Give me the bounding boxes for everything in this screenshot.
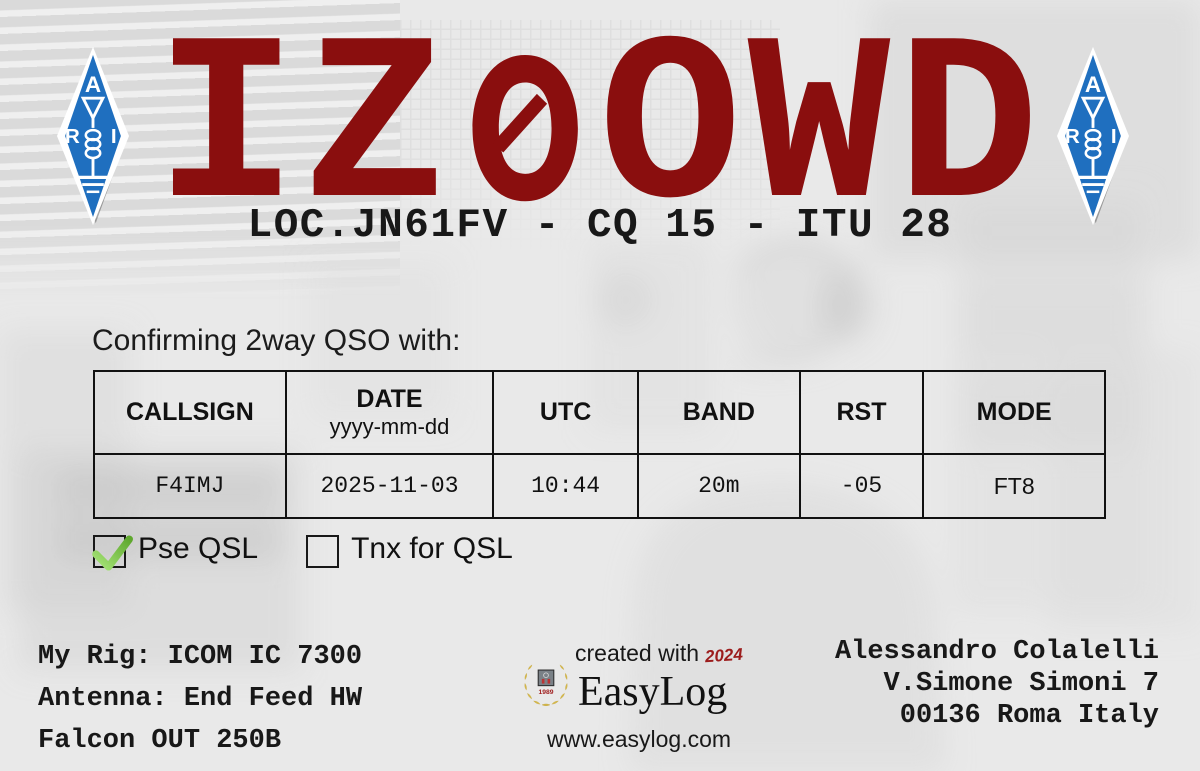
svg-text:1989: 1989: [538, 689, 553, 696]
